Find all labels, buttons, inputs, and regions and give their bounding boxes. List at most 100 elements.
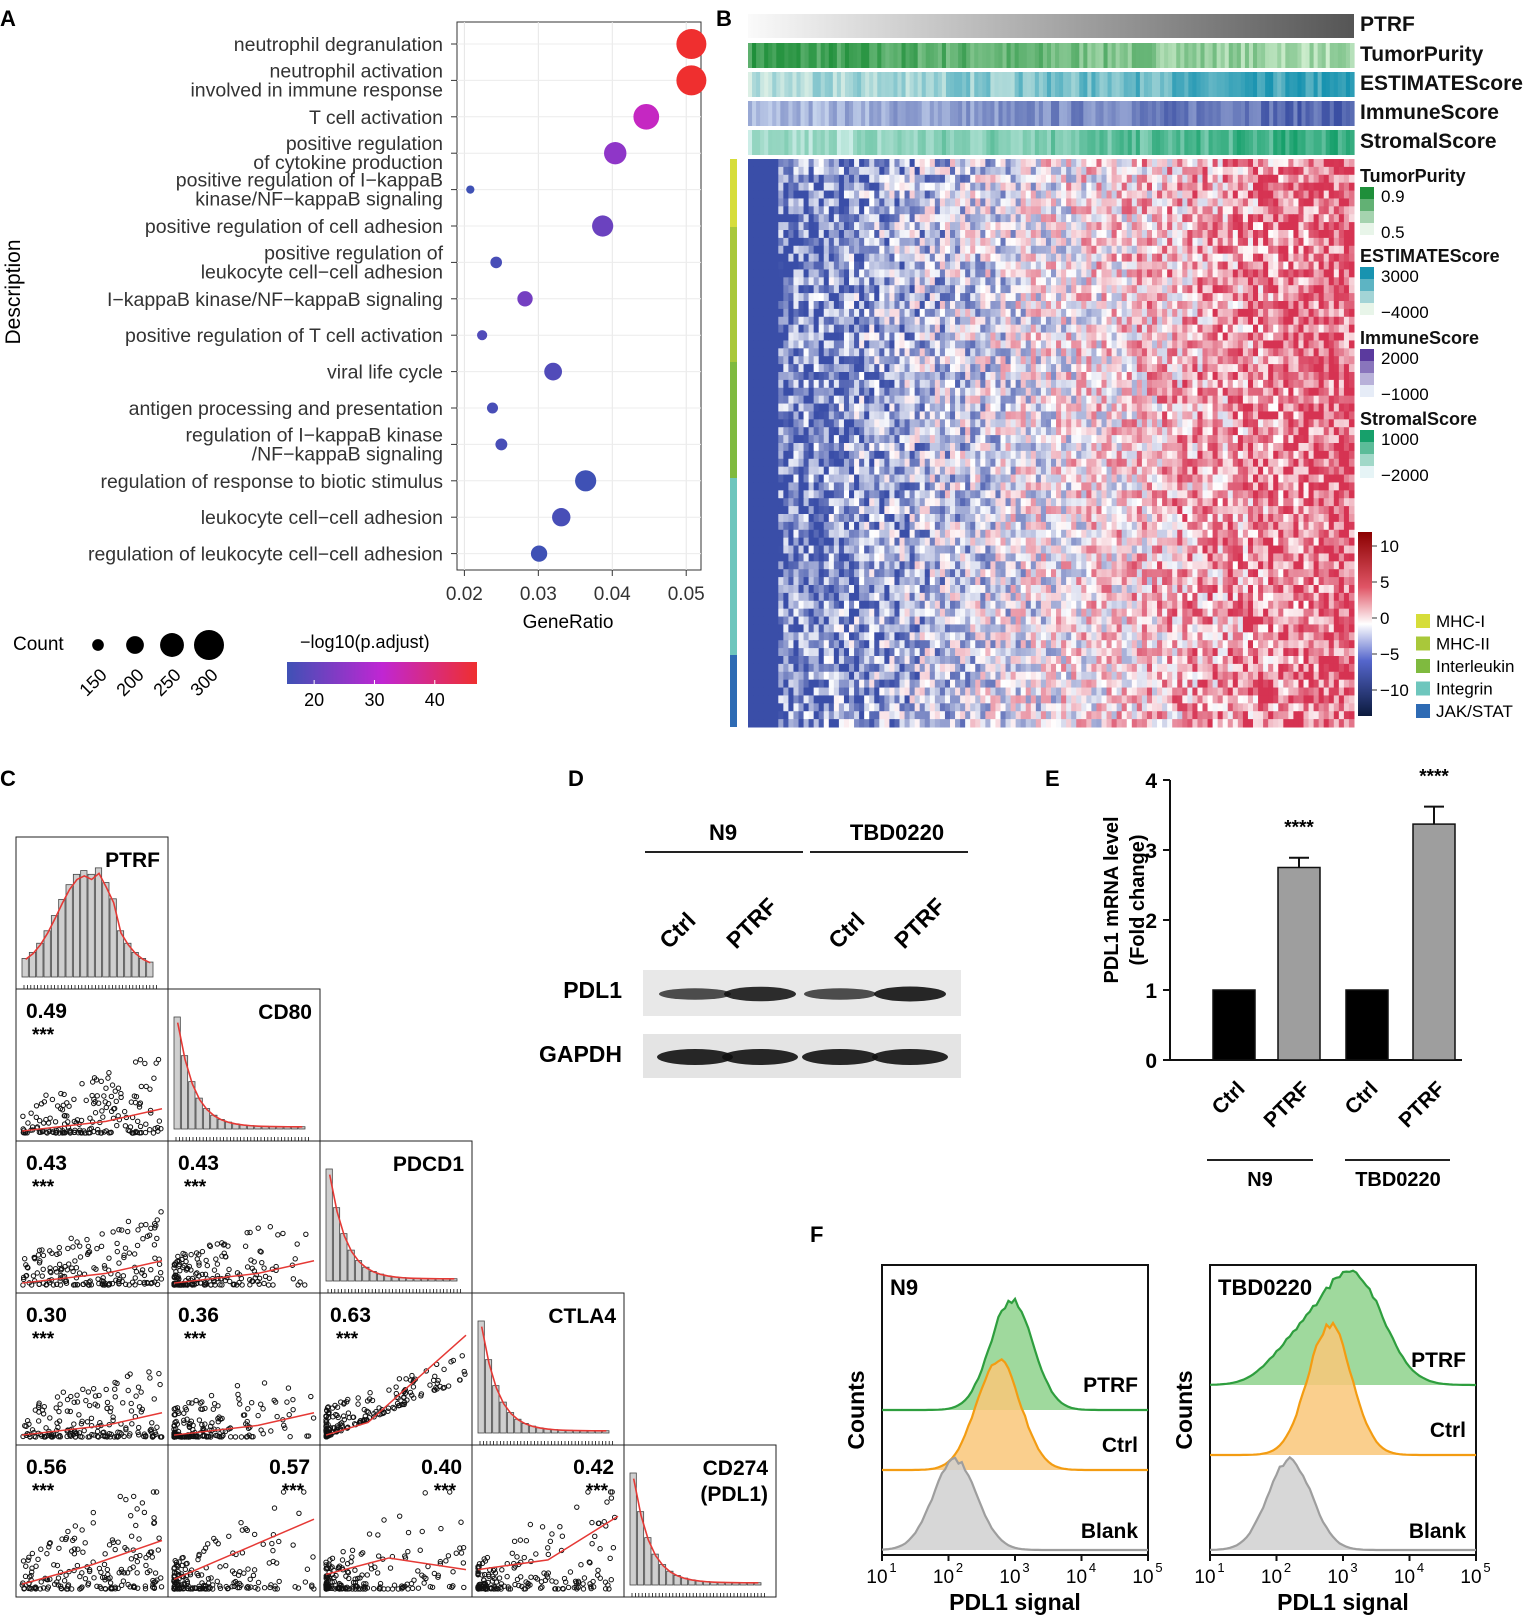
heatmap-cell (859, 348, 865, 357)
heatmap-cell (808, 261, 815, 270)
track-cell (885, 101, 890, 126)
track-cell (1103, 101, 1109, 126)
heatmap-cell (813, 222, 820, 231)
heatmap-cell (793, 261, 799, 270)
heatmap-cell (904, 379, 911, 389)
heatmap-cell (808, 419, 815, 428)
heatmap-cell (758, 245, 764, 255)
heatmap-cell (1303, 340, 1310, 349)
heatmap-cell (768, 214, 774, 223)
heatmap-cell (1348, 372, 1355, 381)
heatmap-cell (1278, 419, 1284, 428)
heatmap-cell (864, 403, 870, 412)
heatmap-cell (1162, 316, 1168, 326)
heatmap-cell (965, 253, 971, 263)
heatmap-cell (950, 372, 956, 381)
heatmap-cell (1308, 206, 1315, 215)
heatmap-cell (1106, 316, 1113, 326)
heatmap-cell (990, 174, 996, 184)
heatmap-cell (1177, 182, 1183, 192)
heatmap-cell (990, 435, 996, 444)
heatmap-cell (950, 222, 956, 231)
heatmap-cell (1136, 387, 1143, 397)
heatmap-cell (1182, 230, 1188, 239)
heatmap-cell (748, 253, 754, 263)
track-cell (1232, 43, 1238, 68)
heatmap-cell (1141, 356, 1148, 365)
track-cell (780, 43, 785, 68)
track-cell (905, 72, 911, 97)
heatmap-cell (934, 214, 941, 223)
heatmap-cell (854, 435, 860, 444)
heatmap-cell (1197, 419, 1203, 428)
heatmap-cell (1298, 293, 1304, 302)
heatmap-cell (778, 340, 784, 349)
heatmap-cell (1146, 222, 1153, 231)
term-dot (575, 470, 597, 492)
heatmap-cell (859, 269, 865, 278)
heatmap-cell (1283, 387, 1289, 397)
heatmap-cell (1111, 182, 1118, 192)
heatmap-cell (889, 222, 895, 231)
heatmap-cell (1096, 230, 1102, 239)
track-cell (1257, 72, 1262, 97)
track-cell (1293, 101, 1299, 126)
heatmap-cell (1121, 269, 1128, 278)
heatmap-cell (955, 293, 961, 302)
track-cell (1208, 130, 1214, 155)
heatmap-cell (904, 316, 911, 326)
heatmap-cell (1227, 159, 1234, 168)
heatmap-cell (1061, 332, 1067, 341)
heatmap-cell (1212, 174, 1219, 184)
heatmap-cell (1207, 166, 1214, 176)
heatmap-cell (864, 198, 870, 207)
heatmap-cell (1253, 364, 1259, 373)
heatmap-cell (1126, 245, 1133, 255)
heatmap-cell (828, 395, 835, 405)
heatmap-cell (1222, 332, 1229, 341)
heatmap-cell (778, 253, 784, 263)
heatmap-cell (1288, 348, 1294, 357)
track-cell (1188, 72, 1193, 97)
heatmap-cell (1146, 348, 1153, 357)
heatmap-cell (1101, 379, 1108, 389)
heatmap-cell (1096, 166, 1102, 176)
heatmap-cell (1086, 237, 1092, 247)
heatmap-cell (909, 340, 916, 349)
heatmap-cell (1076, 159, 1082, 168)
heatmap-cell (990, 253, 996, 263)
heatmap-cell (1207, 340, 1214, 349)
heatmap-cell (980, 174, 986, 184)
heatmap-cell (758, 340, 764, 349)
heatmap-cell (1197, 332, 1203, 341)
heatmap-cell (1237, 348, 1244, 357)
term-label: regulation of response to biotic stimulu… (100, 471, 443, 493)
heatmap-cell (1343, 372, 1350, 381)
heatmap-cell (1242, 253, 1249, 263)
heatmap-cell (1162, 285, 1168, 294)
heatmap-cell (843, 198, 850, 207)
heatmap-cell (1116, 332, 1123, 341)
heatmap-cell (1348, 166, 1355, 176)
heatmap-cell (1116, 395, 1123, 405)
track-cell (1289, 43, 1294, 68)
track-cell (1038, 72, 1044, 97)
heatmap-cell (1126, 190, 1133, 199)
heatmap-cell (985, 214, 991, 223)
heatmap-cell (1177, 301, 1183, 310)
heatmap-cell (1020, 269, 1027, 278)
heatmap-cell (803, 277, 810, 286)
heatmap-cell (1278, 332, 1284, 341)
track-cell (804, 130, 810, 155)
heatmap-cell (763, 403, 769, 412)
heatmap-cell (1328, 419, 1335, 428)
heatmap-cell (788, 435, 794, 444)
heatmap-cell (798, 245, 805, 255)
heatmap-cell (1020, 340, 1027, 349)
heatmap-cell (843, 230, 850, 239)
track-cell (1345, 43, 1351, 68)
heatmap-cell (1288, 308, 1294, 318)
heatmap-cell (944, 214, 951, 223)
heatmap-cell (1313, 230, 1320, 239)
track-cell (1317, 72, 1323, 97)
